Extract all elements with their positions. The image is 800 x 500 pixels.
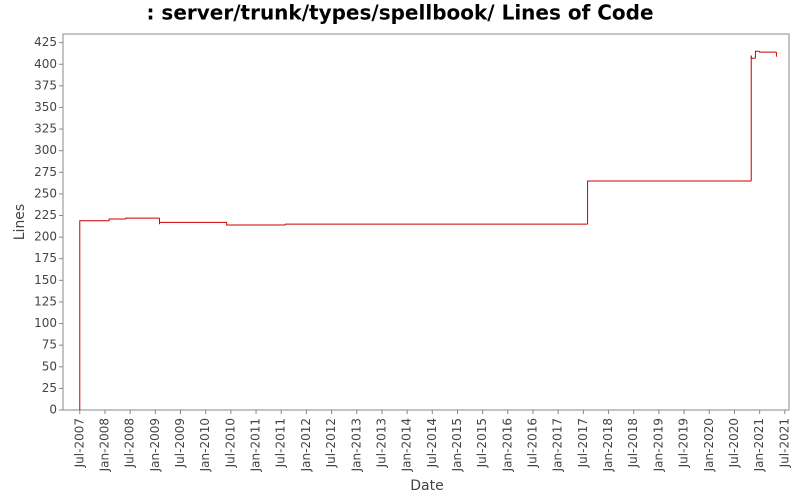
x-tick-label: Jan-2018 (601, 418, 615, 472)
x-tick-label: Jan-2021 (752, 418, 766, 472)
x-tick-label: Jul-2007 (72, 418, 86, 468)
y-tick-label: 0 (49, 403, 57, 417)
line-step (125, 217, 160, 219)
x-tick-label: Jan-2016 (500, 418, 514, 472)
y-tick-label: 200 (34, 230, 57, 244)
line-step (750, 55, 756, 59)
x-tick-label: Jan-2014 (400, 418, 414, 472)
y-tick-label: 25 (42, 381, 57, 395)
y-axis-label: Lines (12, 204, 28, 240)
y-tick-label: 150 (34, 273, 57, 287)
x-tick-label: Jul-2008 (123, 418, 137, 468)
x-tick-label: Jan-2020 (702, 418, 716, 472)
x-tick-label: Jul-2019 (677, 418, 691, 468)
y-tick-label: 50 (42, 359, 57, 373)
line-step (284, 223, 588, 226)
x-tick-label: Jan-2009 (148, 418, 162, 472)
x-tick-label: Jan-2019 (651, 418, 665, 472)
y-tick-label: 125 (34, 294, 57, 308)
line-step (108, 218, 126, 221)
x-tick-label: Jul-2012 (324, 418, 338, 468)
x-tick-label: Jan-2008 (97, 418, 111, 472)
x-tick-label: Jul-2021 (777, 418, 791, 468)
x-tick-label: Jul-2010 (223, 418, 237, 468)
y-tick-label: 350 (34, 100, 57, 114)
y-tick-label: 400 (34, 57, 57, 71)
y-tick-label: 75 (42, 338, 57, 352)
x-tick-label: Jul-2016 (526, 418, 540, 468)
x-tick-label: Jul-2020 (727, 418, 741, 468)
x-tick-label: Jan-2017 (551, 418, 565, 472)
chart-title: : server/trunk/types/spellbook/ Lines of… (146, 1, 653, 25)
y-tick-label: 250 (34, 186, 57, 200)
y-tick-label: 425 (34, 35, 57, 49)
x-tick-label: Jul-2018 (626, 418, 640, 468)
x-tick-label: Jul-2014 (425, 418, 439, 468)
line-step (754, 50, 760, 59)
y-tick-label: 375 (34, 78, 57, 92)
y-tick-label: 325 (34, 122, 57, 136)
line-step (759, 51, 777, 53)
line-step (226, 222, 286, 226)
y-tick-label: 225 (34, 208, 57, 222)
x-tick-label: Jan-2015 (450, 418, 464, 472)
y-tick-label: 100 (34, 316, 57, 330)
x-axis-label: Date (410, 478, 443, 494)
line-step (587, 180, 752, 194)
x-tick-label: Jan-2010 (198, 418, 212, 472)
x-tick-label: Jul-2017 (576, 418, 590, 468)
x-tick-label: Jul-2009 (173, 418, 187, 468)
y-tick-label: 175 (34, 251, 57, 265)
x-tick-label: Jul-2013 (374, 418, 388, 468)
y-tick-label: 275 (34, 165, 57, 179)
x-tick-label: Jul-2011 (274, 418, 288, 468)
x-tick-label: Jan-2012 (299, 418, 313, 472)
y-tick-label: 300 (34, 143, 57, 157)
x-tick-label: Jan-2013 (349, 418, 363, 472)
x-tick-label: Jan-2011 (249, 418, 263, 472)
x-tick-label: Jul-2015 (475, 418, 489, 468)
line-step (79, 220, 110, 410)
line-step (159, 221, 227, 225)
